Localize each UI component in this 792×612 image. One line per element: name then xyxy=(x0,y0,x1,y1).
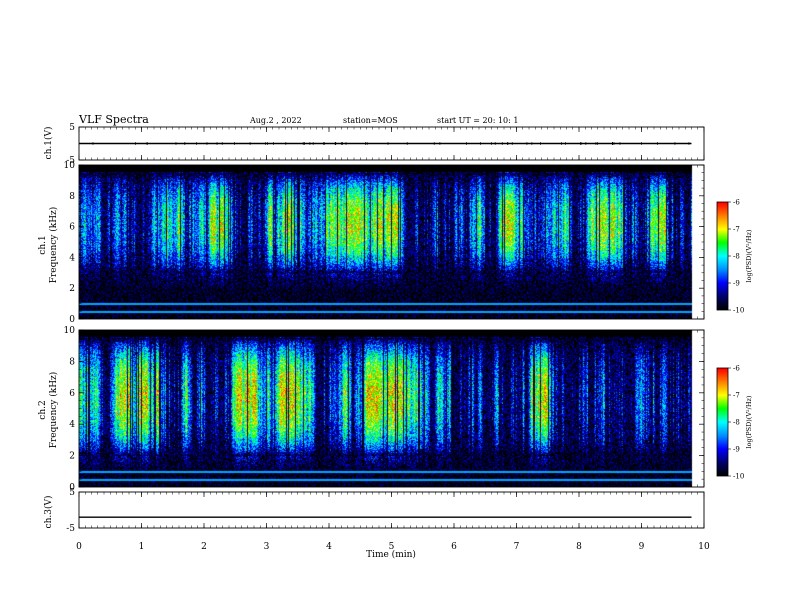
colorbar-tick-label: -9 xyxy=(733,280,740,288)
ch1-colorbar-gradient xyxy=(717,202,728,310)
x-tick-label: 9 xyxy=(639,542,645,552)
colorbar-tick-label: -10 xyxy=(733,307,744,315)
colorbar-tick-label: -8 xyxy=(733,419,740,427)
colorbar-tick-label: -7 xyxy=(733,392,740,400)
ch2-colorbar-label: log(PSD)(V²/Hz) xyxy=(745,395,753,448)
y-tick-label: 6 xyxy=(69,389,75,399)
ch1-spectrogram-image xyxy=(79,165,704,319)
ch1-colorbar: -6 -7 -8 -9 -10 log(PSD)(V²/Hz) xyxy=(716,199,753,315)
ch2-colorbar: -6 -7 -8 -9 -10 log(PSD)(V²/Hz) xyxy=(716,365,753,481)
x-tick-label: 2 xyxy=(201,542,207,552)
y-tick-label: 0 xyxy=(69,483,75,493)
x-tick-label: 5 xyxy=(389,542,395,552)
y-tick-label: 5 xyxy=(69,123,75,133)
y-tick-label: 2 xyxy=(69,284,75,294)
y-tick-label: 6 xyxy=(69,223,75,233)
ch2-spectrogram-panel: 0 2 4 6 8 10 xyxy=(64,326,705,493)
ch3-voltage-ylabel: ch.3(V) xyxy=(43,496,54,529)
x-tick-label: 6 xyxy=(451,542,457,552)
y-tick-label: 10 xyxy=(64,161,76,171)
y-tick-label: 4 xyxy=(69,253,75,263)
ch1-ylabel-channel: ch.1 xyxy=(38,235,48,254)
x-tick-label: 3 xyxy=(264,542,270,552)
ch1-voltage-ylabel: ch.1(V) xyxy=(43,127,54,160)
y-tick-label: 5 xyxy=(69,488,75,498)
ch1-ylabel-frequency: Frequency (kHz) xyxy=(48,207,59,284)
ch1-spectrogram-panel: 0 2 4 6 8 10 xyxy=(64,161,705,325)
y-tick-label: 8 xyxy=(69,357,75,367)
x-tick-label: 7 xyxy=(514,542,520,552)
ch2-spectrogram-image xyxy=(79,330,704,487)
panel-frame xyxy=(78,491,705,529)
x-tick-label: 8 xyxy=(576,542,582,552)
y-tick-label: -5 xyxy=(66,156,75,166)
start-time-label: start UT = 20: 10: 1 xyxy=(437,116,518,125)
figure-title: VLF Spectra xyxy=(78,113,149,126)
date-label: Aug.2 , 2022 xyxy=(249,116,302,125)
colorbar-tick-label: -10 xyxy=(733,473,744,481)
x-axis-label: Time (min) xyxy=(366,549,416,560)
ch1-voltage-panel: 5 -5 xyxy=(66,123,705,166)
colorbar-tick-label: -9 xyxy=(733,446,740,454)
ch2-colorbar-gradient xyxy=(717,368,728,476)
ch3-voltage-panel: 5 -50 1 2 3 4 5 6 7 8 9 10 xyxy=(66,488,710,552)
x-tick-label: 4 xyxy=(326,542,332,552)
colorbar-tick-label: -7 xyxy=(733,226,740,234)
station-label: station=MOS xyxy=(343,116,398,125)
ch1-colorbar-label: log(PSD)(V²/Hz) xyxy=(745,229,753,282)
y-tick-label: 8 xyxy=(69,192,75,202)
colorbar-tick-label: -6 xyxy=(733,365,740,373)
y-tick-label: 4 xyxy=(69,420,75,430)
y-tick-label: -5 xyxy=(66,524,75,534)
x-tick-label: 10 xyxy=(698,542,710,552)
ch2-ylabel-channel: ch.2 xyxy=(38,400,48,419)
colorbar-tick-label: -6 xyxy=(733,199,740,207)
x-tick-label: 0 xyxy=(76,542,82,552)
y-tick-label: 2 xyxy=(69,452,75,462)
ch2-ylabel-frequency: Frequency (kHz) xyxy=(48,372,59,449)
x-tick-label: 1 xyxy=(139,542,145,552)
y-tick-label: 0 xyxy=(69,315,75,325)
colorbar-tick-label: -8 xyxy=(733,253,740,261)
y-tick-label: 10 xyxy=(64,326,76,336)
